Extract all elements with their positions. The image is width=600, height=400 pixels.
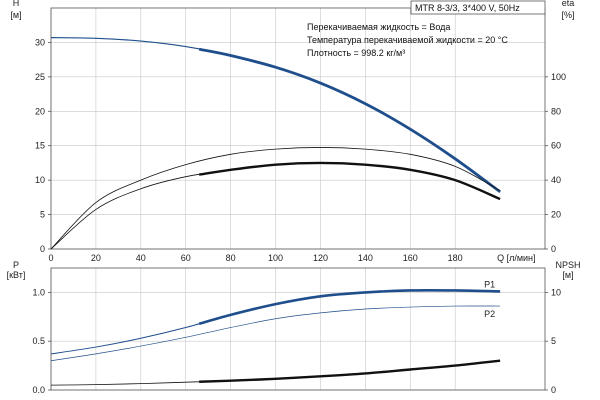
right-tick-label: 60 bbox=[551, 141, 561, 151]
series-duty-range-curve-3 bbox=[199, 359, 501, 383]
left-axis-title: H bbox=[13, 0, 20, 8]
left-tick-label: 15 bbox=[35, 141, 45, 151]
right-tick-label: 10 bbox=[551, 287, 561, 297]
fluid-info-line: Температура перекачиваемой жидкости = 20… bbox=[307, 35, 508, 45]
series-duty-range-p1 bbox=[198, 288, 501, 325]
left-axis-title: P bbox=[13, 260, 19, 270]
right-axis-unit: [%] bbox=[561, 10, 574, 20]
left-tick-label: 0.5 bbox=[32, 336, 45, 346]
pump-label: MTR 8-3/3, 3*400 V, 50Hz bbox=[415, 3, 520, 13]
plot-frame bbox=[50, 7, 546, 250]
fluid-info-line: Перекачиваемая жидкость = Вода bbox=[307, 22, 450, 32]
left-tick-label: 0.0 bbox=[32, 385, 45, 395]
left-tick-label: 5 bbox=[40, 210, 45, 220]
left-tick-label: 10 bbox=[35, 175, 45, 185]
series-line-curve-2 bbox=[50, 147, 501, 250]
right-axis-title: eta bbox=[562, 0, 575, 8]
x-tick-label: 100 bbox=[268, 253, 283, 263]
right-axis-unit: [м] bbox=[562, 270, 573, 280]
left-tick-label: 25 bbox=[35, 72, 45, 82]
x-tick-label: 80 bbox=[226, 253, 236, 263]
pump-label-box bbox=[410, 0, 546, 15]
left-axis-unit: [кВт] bbox=[7, 270, 26, 280]
left-tick-label: 20 bbox=[35, 106, 45, 116]
head-efficiency-panel: 0 5 10 15 20 25 30 0 20 40 60 80 100 0 20 40 60 80 100 120 1… bbox=[10, 0, 574, 263]
x-axis-label: Q [л/мин] bbox=[497, 253, 535, 263]
right-tick-label: 0 bbox=[551, 244, 556, 254]
series-label: P2 bbox=[484, 309, 495, 319]
x-tick-label: 60 bbox=[181, 253, 191, 263]
left-axis-unit: [м] bbox=[10, 10, 21, 20]
grid-lines bbox=[50, 268, 545, 391]
left-tick-label: 1.0 bbox=[32, 287, 45, 297]
plot-frame bbox=[50, 267, 546, 391]
x-tick-label: 180 bbox=[448, 253, 463, 263]
x-tick-label: 120 bbox=[313, 253, 328, 263]
right-tick-label: 100 bbox=[551, 72, 566, 82]
right-tick-label: 5 bbox=[551, 336, 556, 346]
right-tick-label: 80 bbox=[551, 106, 561, 116]
x-tick-label: 140 bbox=[358, 253, 373, 263]
right-tick-label: 0 bbox=[551, 385, 556, 395]
x-tick-label: 0 bbox=[48, 253, 53, 263]
series-duty-range-curve-1 bbox=[198, 47, 501, 193]
series-label: P1 bbox=[484, 279, 495, 289]
right-tick-label: 20 bbox=[551, 210, 561, 220]
right-tick-label: 40 bbox=[551, 175, 561, 185]
fluid-info-line: Плотность = 998.2 кг/м³ bbox=[307, 48, 405, 58]
left-tick-label: 0 bbox=[40, 244, 45, 254]
right-axis-title: NPSH bbox=[555, 260, 580, 270]
series-line-p2 bbox=[50, 305, 501, 362]
x-tick-label: 40 bbox=[136, 253, 146, 263]
series-duty-range-curve-3 bbox=[199, 161, 501, 201]
pump-info: MTR 8-3/3, 3*400 V, 50Hz Перекачиваемая ж… bbox=[307, 0, 546, 58]
left-tick-label: 30 bbox=[35, 37, 45, 47]
power-npsh-panel: 0.0 0.5 1.0 0 5 10 P[кВт] NPSH[м] P1 P2 bbox=[7, 260, 581, 395]
x-tick-label: 20 bbox=[91, 253, 101, 263]
x-tick-label: 160 bbox=[403, 253, 418, 263]
